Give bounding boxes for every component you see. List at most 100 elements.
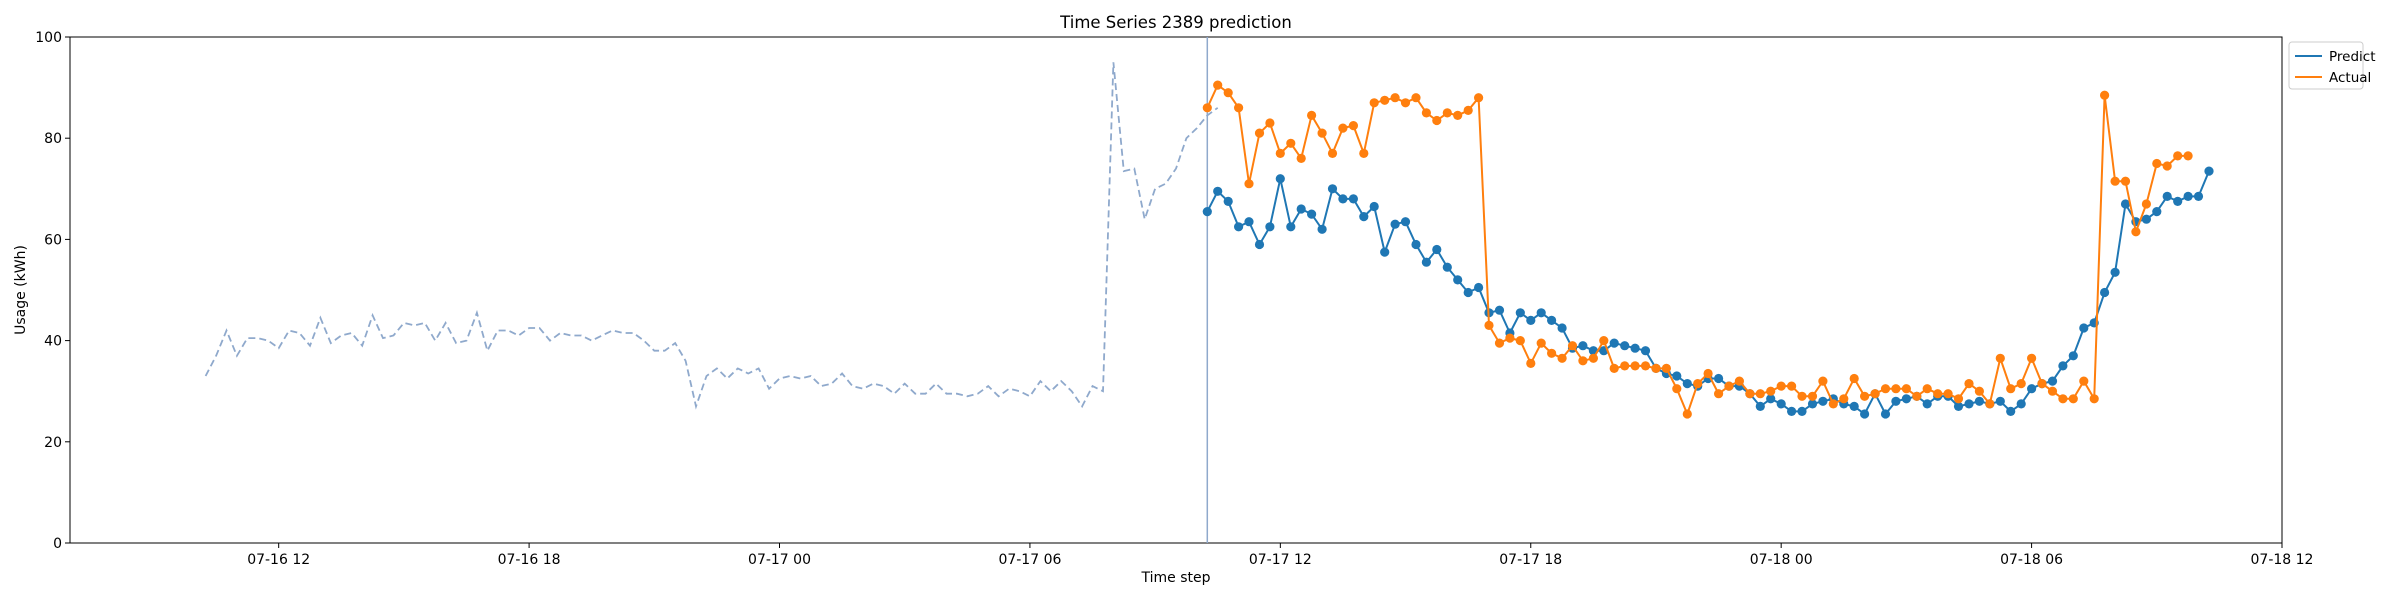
actual-line bbox=[1206, 83, 2189, 417]
predict-point bbox=[1390, 219, 1400, 229]
actual-point bbox=[1849, 373, 1859, 384]
predict-point bbox=[1766, 394, 1776, 404]
actual-point bbox=[2162, 161, 2172, 171]
actual-point bbox=[2173, 151, 2183, 161]
actual-point bbox=[1526, 358, 1536, 368]
predict-point bbox=[1338, 194, 1348, 204]
actual-point bbox=[1901, 384, 1911, 394]
actual-point bbox=[2047, 386, 2058, 396]
actual-point bbox=[1244, 179, 1254, 189]
actual-point bbox=[1432, 115, 1442, 126]
predict-point bbox=[1400, 217, 1411, 227]
predict-point bbox=[1818, 396, 1828, 406]
actual-point bbox=[1202, 103, 1212, 113]
predict-point bbox=[2016, 399, 2026, 409]
predict-point bbox=[1901, 394, 1911, 404]
y-axis: 0 20 40 60 80 100 bbox=[35, 30, 70, 552]
actual-point bbox=[2183, 151, 2193, 161]
actual-point bbox=[1891, 384, 1901, 394]
actual-point bbox=[1296, 153, 1306, 163]
x-axis-label: Time step bbox=[1141, 570, 1211, 586]
legend: Predict Actual bbox=[2288, 41, 2376, 90]
actual-point bbox=[1494, 338, 1505, 348]
actual-point bbox=[1213, 80, 1223, 90]
predict-point bbox=[2141, 214, 2151, 224]
predict-point bbox=[1348, 194, 1358, 204]
actual-point bbox=[2037, 379, 2047, 389]
actual-point bbox=[1411, 93, 1421, 103]
predict-point bbox=[1964, 399, 1974, 409]
predict-point bbox=[1776, 399, 1786, 409]
x-tick-label: 07-18 00 bbox=[1750, 552, 1813, 568]
actual-point bbox=[1286, 138, 1296, 148]
predict-point bbox=[1682, 379, 1692, 389]
actual-point bbox=[1609, 363, 1619, 373]
predict-point bbox=[1787, 406, 1797, 416]
actual-point bbox=[1870, 389, 1880, 399]
predict-point bbox=[2058, 361, 2068, 371]
actual-point bbox=[1703, 368, 1713, 379]
actual-point bbox=[1348, 121, 1358, 131]
actual-point bbox=[1536, 338, 1546, 348]
predict-point bbox=[1640, 346, 1651, 356]
history-line bbox=[204, 62, 1219, 410]
actual-point bbox=[1265, 118, 1275, 128]
actual-point bbox=[2006, 384, 2016, 394]
actual-point bbox=[1766, 386, 1776, 396]
actual-point bbox=[1745, 389, 1755, 399]
actual-point bbox=[1275, 148, 1285, 158]
plot-area-frame bbox=[69, 36, 2283, 544]
actual-point bbox=[2131, 227, 2141, 237]
predict-point bbox=[2183, 191, 2193, 201]
actual-point bbox=[1682, 409, 1692, 419]
x-axis: 07-16 12 07-16 18 07-17 00 07-17 06 07-17 12… bbox=[247, 543, 2313, 568]
predict-point bbox=[1515, 308, 1525, 318]
x-tick-label: 07-18 12 bbox=[2251, 552, 2314, 568]
predict-point bbox=[1995, 396, 2005, 406]
predict-point bbox=[1286, 222, 1296, 232]
predict-point bbox=[1797, 406, 1807, 416]
actual-point bbox=[1557, 353, 1567, 363]
actual-point bbox=[1254, 128, 1265, 138]
actual-point bbox=[1964, 379, 1974, 389]
actual-point bbox=[1317, 128, 1327, 138]
predict-point bbox=[1880, 409, 1891, 419]
actual-point bbox=[1839, 394, 1849, 404]
predict-point bbox=[2068, 351, 2078, 361]
y-tick-label: 100 bbox=[35, 30, 62, 46]
x-tick-label: 07-17 18 bbox=[1499, 552, 1562, 568]
actual-point bbox=[1484, 320, 1494, 330]
actual-point bbox=[1588, 353, 1598, 363]
predict-point bbox=[2152, 207, 2162, 217]
actual-point bbox=[1421, 108, 1431, 118]
x-tick-label: 07-16 12 bbox=[247, 552, 310, 568]
predict-point bbox=[1860, 409, 1870, 419]
predict-point bbox=[1432, 244, 1442, 255]
predict-point bbox=[1359, 212, 1369, 222]
actual-point bbox=[1661, 363, 1671, 373]
predict-point bbox=[1453, 275, 1463, 285]
actual-point bbox=[1640, 361, 1651, 371]
predict-point bbox=[2173, 196, 2183, 206]
predict-point bbox=[2006, 406, 2016, 416]
predict-point bbox=[1369, 201, 1379, 212]
actual-point bbox=[1860, 391, 1870, 401]
predict-point bbox=[2100, 287, 2110, 298]
predict-point bbox=[1411, 239, 1421, 250]
actual-series bbox=[1202, 80, 2193, 419]
predict-point bbox=[2193, 191, 2204, 201]
actual-point bbox=[2079, 376, 2089, 386]
y-tick-label: 40 bbox=[44, 334, 62, 350]
predict-point bbox=[1922, 399, 1932, 409]
actual-point bbox=[1693, 379, 1703, 389]
actual-point bbox=[1818, 376, 1828, 386]
actual-point bbox=[1515, 336, 1525, 346]
predict-point bbox=[1254, 239, 1265, 250]
predict-point bbox=[2079, 323, 2089, 333]
actual-point bbox=[1307, 110, 1317, 120]
predict-point bbox=[1421, 257, 1431, 267]
actual-point bbox=[1453, 110, 1463, 120]
actual-point bbox=[1933, 389, 1943, 399]
predict-point bbox=[1547, 315, 1557, 325]
